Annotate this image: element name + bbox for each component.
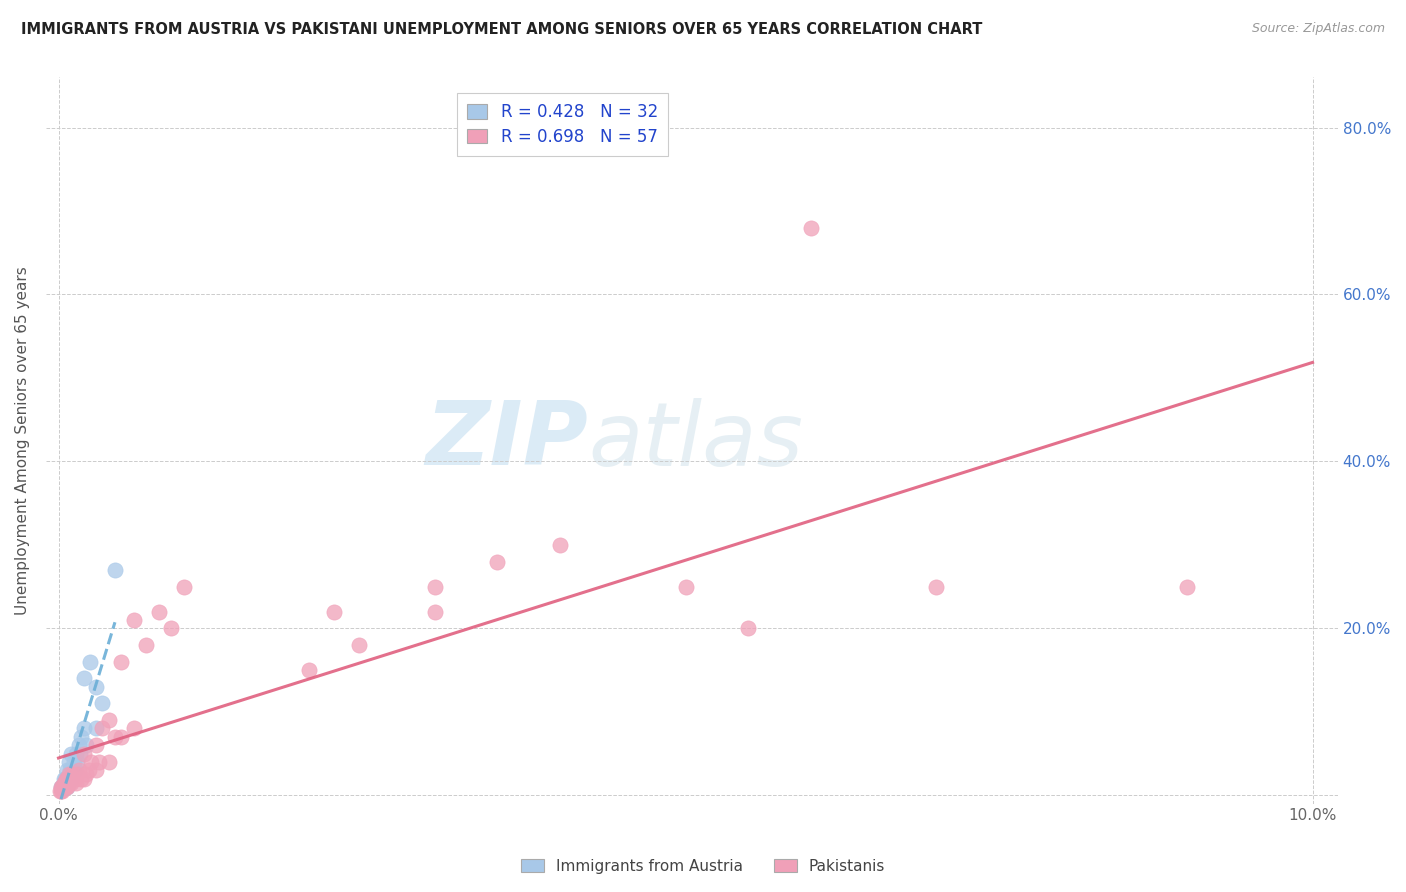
Text: Source: ZipAtlas.com: Source: ZipAtlas.com <box>1251 22 1385 36</box>
Point <box>87 755 110 769</box>
Point <box>110 655 132 669</box>
Point <box>800 220 823 235</box>
Point <box>56 780 79 794</box>
Point <box>56 780 79 794</box>
Point <box>72 672 94 686</box>
Point <box>135 638 157 652</box>
Point <box>65 776 87 790</box>
Point <box>53 780 76 794</box>
Point <box>84 738 107 752</box>
Point <box>72 722 94 736</box>
Point <box>51 780 73 794</box>
Point <box>49 780 72 794</box>
Point <box>84 763 107 777</box>
Point <box>72 772 94 786</box>
Point <box>56 772 79 786</box>
Point <box>80 755 103 769</box>
Point <box>52 780 75 794</box>
Text: IMMIGRANTS FROM AUSTRIA VS PAKISTANI UNEMPLOYMENT AMONG SENIORS OVER 65 YEARS CO: IMMIGRANTS FROM AUSTRIA VS PAKISTANI UNE… <box>21 22 983 37</box>
Point <box>60 776 83 790</box>
Point <box>104 563 127 577</box>
Point <box>60 767 83 781</box>
Point <box>423 580 446 594</box>
Legend: R = 0.428   N = 32, R = 0.698   N = 57: R = 0.428 N = 32, R = 0.698 N = 57 <box>457 93 668 156</box>
Point <box>548 538 571 552</box>
Point <box>66 755 89 769</box>
Point <box>79 655 101 669</box>
Point <box>58 767 80 781</box>
Point <box>75 767 97 781</box>
Point <box>55 772 77 786</box>
Point <box>49 784 72 798</box>
Point <box>122 722 145 736</box>
Point <box>77 763 100 777</box>
Point <box>423 605 446 619</box>
Point <box>298 663 321 677</box>
Point <box>72 747 94 761</box>
Point <box>62 772 84 786</box>
Point <box>91 697 114 711</box>
Point <box>67 763 90 777</box>
Point <box>52 772 75 786</box>
Point <box>925 580 948 594</box>
Point <box>63 763 86 777</box>
Point <box>62 755 84 769</box>
Point <box>104 730 127 744</box>
Point <box>97 755 120 769</box>
Text: ZIP: ZIP <box>426 397 589 484</box>
Point <box>97 713 120 727</box>
Point <box>122 613 145 627</box>
Point <box>110 730 132 744</box>
Point <box>49 780 72 794</box>
Point <box>67 738 90 752</box>
Point <box>70 772 93 786</box>
Point <box>323 605 346 619</box>
Point <box>58 755 80 769</box>
Point <box>1175 580 1198 594</box>
Point <box>91 722 114 736</box>
Point <box>60 763 83 777</box>
Point <box>58 772 80 786</box>
Point <box>486 555 509 569</box>
Point <box>63 772 86 786</box>
Point <box>66 767 89 781</box>
Point <box>59 763 82 777</box>
Point <box>51 780 73 794</box>
Point <box>49 784 72 798</box>
Point <box>60 747 83 761</box>
Legend: Immigrants from Austria, Pakistanis: Immigrants from Austria, Pakistanis <box>515 853 891 880</box>
Point <box>55 780 77 794</box>
Point <box>55 772 77 786</box>
Point <box>75 738 97 752</box>
Point <box>70 730 93 744</box>
Point <box>58 776 80 790</box>
Point <box>675 580 697 594</box>
Point <box>84 680 107 694</box>
Point <box>69 747 91 761</box>
Point <box>60 772 83 786</box>
Point <box>53 780 76 794</box>
Point <box>60 772 83 786</box>
Point <box>52 780 75 794</box>
Point <box>349 638 371 652</box>
Point <box>59 772 82 786</box>
Point <box>160 621 183 635</box>
Y-axis label: Unemployment Among Seniors over 65 years: Unemployment Among Seniors over 65 years <box>15 266 30 615</box>
Point <box>51 784 73 798</box>
Point <box>53 772 76 786</box>
Point <box>65 747 87 761</box>
Point <box>53 776 76 790</box>
Text: atlas: atlas <box>589 398 803 483</box>
Point <box>55 780 77 794</box>
Point <box>56 763 79 777</box>
Point <box>84 722 107 736</box>
Point <box>737 621 759 635</box>
Point <box>148 605 170 619</box>
Point <box>173 580 195 594</box>
Point <box>59 772 82 786</box>
Point <box>52 776 75 790</box>
